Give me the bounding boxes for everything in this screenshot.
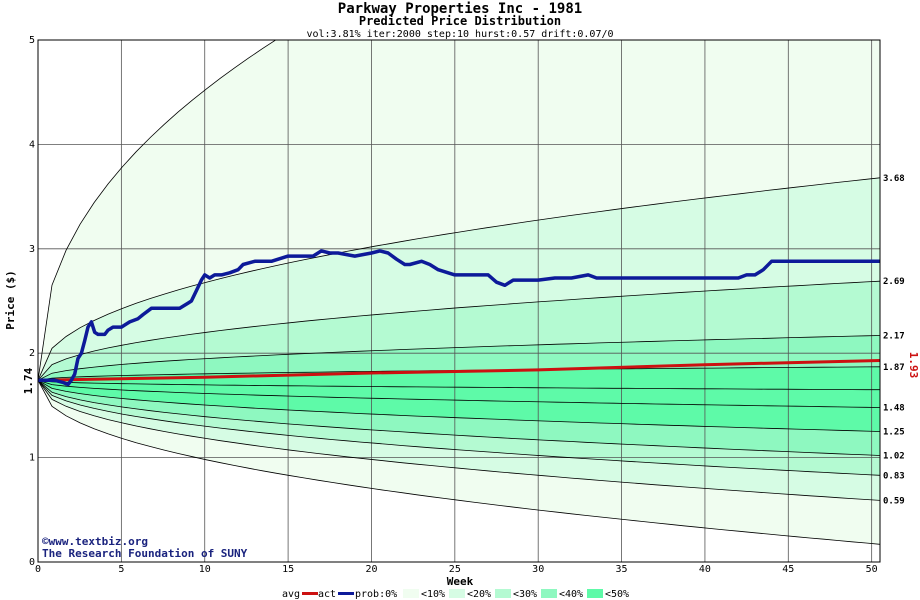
probability-band xyxy=(38,380,880,501)
percentile-curve xyxy=(38,380,880,545)
chart-subtitle: Predicted Price Distribution xyxy=(359,14,561,28)
x-tick-label: 15 xyxy=(282,564,294,575)
average-price-line xyxy=(37,359,881,382)
x-tick-label: 40 xyxy=(699,564,711,575)
percentile-curve xyxy=(38,379,880,408)
y-tick-label: 0 xyxy=(29,557,35,568)
probability-band xyxy=(38,380,880,545)
plot-area: 0 5 10 15 20 25 30 35 40 45 500123453.682.692.171.… xyxy=(29,35,905,575)
percentile-curve xyxy=(38,379,880,391)
probability-band xyxy=(38,380,880,476)
probability-band xyxy=(38,281,880,381)
legend-act-swatch xyxy=(338,592,354,595)
probability-band xyxy=(38,380,880,408)
percentile-end-label: 1.87 xyxy=(883,363,905,373)
percentile-curve xyxy=(38,177,880,381)
y-tick-label: 3 xyxy=(29,244,35,255)
legend-band-swatch-3 xyxy=(541,589,557,598)
percentile-curve xyxy=(38,335,880,381)
y-tick-label: 4 xyxy=(29,139,35,150)
percentile-curve xyxy=(38,379,880,432)
legend-avg-swatch xyxy=(302,592,318,595)
percentile-end-label: 3.68 xyxy=(883,174,905,184)
legend-band-swatch-4 xyxy=(587,589,603,598)
percentile-end-label: 1.25 xyxy=(883,428,905,438)
credit-website: ©www.textbiz.org xyxy=(42,535,148,548)
x-tick-label: 45 xyxy=(782,564,794,575)
legend-band-swatch-2 xyxy=(495,589,511,598)
x-axis-label: Week xyxy=(447,575,474,588)
y-tick-label: 2 xyxy=(29,348,35,359)
percentile-curve xyxy=(38,40,277,381)
actual-price-line xyxy=(38,249,880,387)
percentile-end-label: 0.59 xyxy=(883,496,905,506)
x-tick-label: 35 xyxy=(616,564,628,575)
x-tick-label: 30 xyxy=(532,564,544,575)
percentile-curve-group xyxy=(38,40,880,545)
plot-frame xyxy=(37,39,881,563)
percentile-curve xyxy=(38,280,880,381)
legend-avg-label: avg xyxy=(282,589,300,600)
probability-band xyxy=(38,380,880,432)
legend: avg act prob:0% <10% <20% <30% <40% <50% xyxy=(282,589,629,600)
final-avg-label: 1.93 xyxy=(907,352,920,379)
legend-band-label-3: <40% xyxy=(559,589,583,600)
start-price-label: 1.74 xyxy=(22,367,35,394)
simulation-params: vol:3.81% iter:2000 step:10 hurst:0.57 d… xyxy=(306,29,613,40)
percentile-end-label: 2.69 xyxy=(883,277,905,287)
legend-band-label-2: <30% xyxy=(513,589,537,600)
legend-band-label-4: <50% xyxy=(605,589,629,600)
legend-band-swatch-0 xyxy=(403,589,419,598)
x-tick-label: 10 xyxy=(199,564,211,575)
x-tick-label: 25 xyxy=(449,564,461,575)
y-tick-label: 1 xyxy=(29,453,35,464)
percentile-curve xyxy=(38,379,880,456)
legend-band-label-0: <10% xyxy=(421,589,445,600)
probability-band xyxy=(38,40,880,381)
percentile-end-label: 1.02 xyxy=(883,452,905,462)
y-tick-label: 5 xyxy=(29,35,35,46)
x-tick-label: 50 xyxy=(866,564,878,575)
probability-band xyxy=(38,177,880,381)
x-tick-label: 0 xyxy=(35,564,41,575)
legend-act-label: act xyxy=(318,589,336,600)
band-group xyxy=(38,40,880,545)
percentile-end-label: 0.83 xyxy=(883,471,905,481)
credit-foundation: The Research Foundation of SUNY xyxy=(42,547,248,560)
percentile-curve xyxy=(38,380,880,476)
x-tick-label: 20 xyxy=(365,564,377,575)
legend-band-label-1: <20% xyxy=(467,589,491,600)
legend-prob-label: prob:0% xyxy=(355,589,397,600)
y-axis-label: Price ($) xyxy=(4,270,17,330)
percentile-end-label: 2.17 xyxy=(883,331,905,341)
legend-band-swatch-1 xyxy=(449,589,465,598)
probability-band xyxy=(38,335,880,381)
chart-title: Parkway Properties Inc - 1981 xyxy=(338,1,582,17)
probability-band xyxy=(38,366,880,390)
percentile-curve xyxy=(38,380,880,501)
percentile-end-label: 1.48 xyxy=(883,403,905,413)
x-tick-label: 5 xyxy=(118,564,124,575)
